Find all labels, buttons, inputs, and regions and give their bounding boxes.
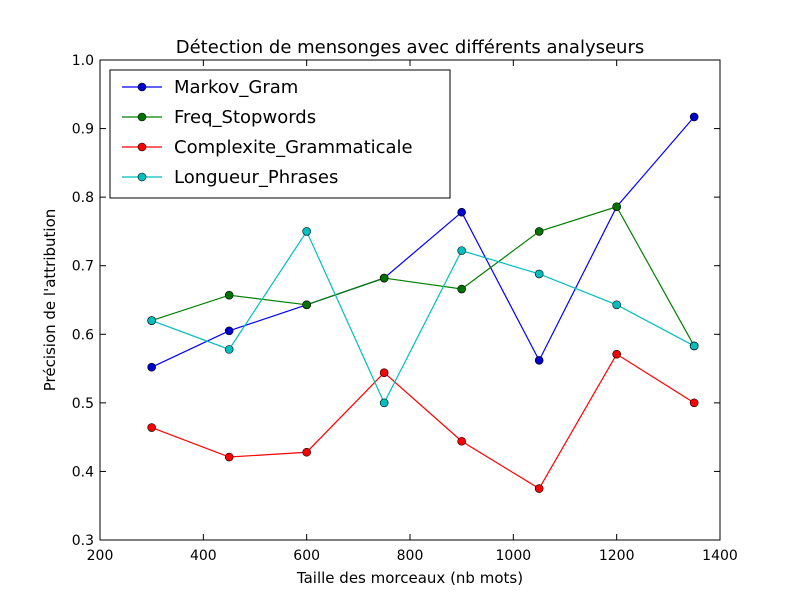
x-tick-label: 600	[293, 548, 320, 564]
legend-marker-Freq_Stopwords	[137, 112, 147, 122]
data-point-Complexite_Grammaticale-0	[147, 423, 156, 432]
data-point-Longueur_Phrases-2	[302, 227, 311, 236]
x-tick-label: 400	[190, 548, 217, 564]
series-line-Markov_Gram	[151, 116, 695, 368]
data-point-Freq_Stopwords-3	[379, 273, 389, 283]
series-line-Complexite_Grammaticale	[151, 353, 695, 490]
data-point-Complexite_Grammaticale-6	[612, 349, 621, 359]
data-point-Markov_Gram-7	[689, 112, 699, 122]
data-point-Markov_Gram-5	[534, 356, 544, 365]
data-point-Markov_Gram-4	[457, 207, 466, 217]
y-tick-label: 0.8	[72, 190, 94, 206]
x-tick-label: 800	[397, 548, 424, 564]
data-point-Longueur_Phrases-5	[534, 269, 544, 279]
y-tick-label: 0.9	[72, 122, 94, 138]
legend-label-Freq_Stopwords: Freq_Stopwords	[174, 107, 316, 128]
data-point-Longueur_Phrases-0	[147, 316, 156, 325]
data-point-Markov_Gram-1	[224, 326, 234, 336]
data-point-Freq_Stopwords-2	[302, 300, 311, 310]
x-tick-label: 200	[87, 548, 114, 564]
data-point-Longueur_Phrases-6	[612, 300, 621, 310]
series-line-Longueur_Phrases	[151, 230, 695, 405]
y-axis-label: Précision de l'attribution	[41, 209, 59, 392]
legend-marker-Complexite_Grammaticale	[137, 142, 147, 152]
data-point-Complexite_Grammaticale-2	[302, 447, 311, 457]
data-point-Complexite_Grammaticale-3	[379, 368, 389, 377]
x-tick-label: 1200	[599, 548, 635, 564]
y-tick-label: 0.4	[72, 464, 94, 480]
y-tick-label: 0.6	[72, 327, 94, 343]
legend-marker-Longueur_Phrases	[137, 172, 147, 182]
x-tick-label: 1400	[702, 548, 738, 564]
data-point-Freq_Stopwords-4	[457, 284, 466, 294]
data-point-Freq_Stopwords-6	[612, 202, 621, 212]
legend-label-Longueur_Phrases: Longueur_Phrases	[174, 167, 338, 188]
data-point-Longueur_Phrases-3	[379, 398, 389, 408]
data-point-Longueur_Phrases-4	[457, 246, 466, 255]
legend-box	[109, 69, 451, 199]
chart-title: Détection de mensonges avec différents a…	[176, 37, 644, 58]
y-tick-label: 0.5	[72, 396, 94, 412]
data-point-Longueur_Phrases-7	[689, 341, 699, 351]
legend-marker-Markov_Gram	[137, 82, 147, 92]
data-point-Freq_Stopwords-5	[534, 227, 544, 236]
x-tick-label: 1000	[496, 548, 532, 564]
legend-label-Complexite_Grammaticale: Complexite_Grammaticale	[174, 137, 413, 158]
x-axis-label: Taille des morceaux (nb mots)	[296, 569, 523, 587]
data-point-Complexite_Grammaticale-5	[534, 484, 544, 493]
series-line-Freq_Stopwords	[151, 206, 695, 347]
data-point-Complexite_Grammaticale-4	[457, 436, 466, 446]
data-point-Longueur_Phrases-1	[224, 345, 234, 354]
y-tick-label: 1.0	[72, 53, 94, 69]
y-tick-label: 0.7	[72, 259, 94, 275]
data-point-Complexite_Grammaticale-1	[224, 452, 234, 462]
y-tick-label: 0.3	[72, 533, 94, 549]
data-point-Complexite_Grammaticale-7	[689, 398, 699, 408]
plot-area: 200 400 600 800 1000 1200 1400 0.3 0.4 0.5 0.6 0.7 0…	[72, 53, 738, 564]
data-point-Markov_Gram-0	[147, 362, 156, 372]
data-point-Freq_Stopwords-1	[224, 290, 234, 300]
legend-label-Markov_Gram: Markov_Gram	[174, 77, 298, 98]
